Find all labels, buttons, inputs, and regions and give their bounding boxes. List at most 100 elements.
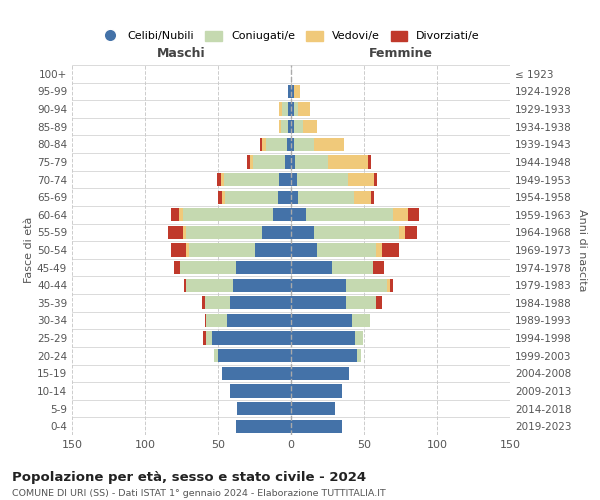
- Bar: [376, 296, 382, 310]
- Bar: [393, 208, 408, 222]
- Bar: [280, 173, 291, 186]
- Bar: [295, 156, 328, 168]
- Bar: [408, 208, 419, 222]
- Y-axis label: Anni di nascita: Anni di nascita: [577, 209, 587, 291]
- Bar: [294, 85, 300, 98]
- Bar: [189, 244, 254, 256]
- Bar: [227, 314, 291, 327]
- Bar: [314, 138, 344, 151]
- Bar: [291, 85, 294, 98]
- Bar: [206, 332, 212, 344]
- Bar: [214, 349, 218, 362]
- Text: Popolazione per età, sesso e stato civile - 2024: Popolazione per età, sesso e stato civil…: [12, 471, 366, 484]
- Bar: [317, 244, 376, 256]
- Text: Femmine: Femmine: [368, 46, 433, 60]
- Bar: [291, 296, 346, 310]
- Bar: [266, 138, 287, 151]
- Bar: [226, 190, 278, 204]
- Bar: [230, 296, 291, 310]
- Bar: [355, 332, 362, 344]
- Bar: [250, 156, 253, 168]
- Bar: [205, 314, 206, 327]
- Text: Maschi: Maschi: [157, 46, 206, 60]
- Bar: [376, 244, 382, 256]
- Bar: [206, 314, 227, 327]
- Bar: [291, 349, 356, 362]
- Bar: [291, 366, 349, 380]
- Bar: [186, 278, 233, 292]
- Bar: [291, 102, 294, 116]
- Bar: [186, 226, 262, 239]
- Bar: [371, 190, 374, 204]
- Bar: [298, 102, 310, 116]
- Bar: [274, 208, 291, 222]
- Bar: [203, 332, 206, 344]
- Bar: [288, 85, 291, 98]
- Bar: [285, 156, 291, 168]
- Bar: [382, 244, 399, 256]
- Bar: [233, 278, 291, 292]
- Text: COMUNE DI URI (SS) - Dati ISTAT 1° gennaio 2024 - Elaborazione TUTTITALIA.IT: COMUNE DI URI (SS) - Dati ISTAT 1° genna…: [12, 489, 386, 498]
- Bar: [171, 208, 179, 222]
- Bar: [390, 278, 393, 292]
- Bar: [291, 208, 305, 222]
- Bar: [186, 244, 189, 256]
- Bar: [388, 278, 390, 292]
- Bar: [291, 278, 346, 292]
- Bar: [405, 226, 416, 239]
- Bar: [294, 138, 314, 151]
- Bar: [297, 173, 348, 186]
- Bar: [217, 173, 221, 186]
- Bar: [218, 190, 223, 204]
- Bar: [278, 190, 291, 204]
- Bar: [291, 314, 352, 327]
- Bar: [230, 384, 291, 398]
- Bar: [253, 156, 285, 168]
- Bar: [262, 138, 266, 151]
- Bar: [348, 173, 374, 186]
- Bar: [352, 314, 370, 327]
- Bar: [174, 261, 180, 274]
- Bar: [171, 244, 186, 256]
- Bar: [236, 420, 291, 433]
- Bar: [183, 208, 274, 222]
- Bar: [169, 226, 183, 239]
- Bar: [212, 332, 291, 344]
- Bar: [291, 244, 317, 256]
- Bar: [218, 349, 291, 362]
- Bar: [291, 190, 298, 204]
- Bar: [374, 173, 377, 186]
- Bar: [183, 226, 186, 239]
- Bar: [368, 156, 371, 168]
- Bar: [332, 261, 373, 274]
- Bar: [291, 402, 335, 415]
- Bar: [346, 278, 388, 292]
- Bar: [281, 120, 288, 134]
- Bar: [184, 278, 186, 292]
- Bar: [305, 208, 393, 222]
- Bar: [399, 226, 405, 239]
- Bar: [224, 173, 280, 186]
- Bar: [223, 366, 291, 380]
- Y-axis label: Fasce di età: Fasce di età: [24, 217, 34, 283]
- Bar: [291, 156, 295, 168]
- Bar: [288, 102, 291, 116]
- Bar: [294, 120, 302, 134]
- Bar: [373, 261, 385, 274]
- Bar: [291, 138, 294, 151]
- Bar: [346, 296, 376, 310]
- Bar: [260, 138, 262, 151]
- Bar: [291, 384, 342, 398]
- Bar: [282, 102, 288, 116]
- Bar: [288, 120, 291, 134]
- Legend: Celibi/Nubili, Coniugati/e, Vedovi/e, Divorziati/e: Celibi/Nubili, Coniugati/e, Vedovi/e, Di…: [98, 26, 484, 46]
- Bar: [262, 226, 291, 239]
- Bar: [291, 332, 355, 344]
- Bar: [236, 261, 291, 274]
- Bar: [247, 156, 250, 168]
- Bar: [254, 244, 291, 256]
- Bar: [223, 190, 226, 204]
- Bar: [205, 296, 230, 310]
- Bar: [291, 420, 342, 433]
- Bar: [354, 190, 371, 204]
